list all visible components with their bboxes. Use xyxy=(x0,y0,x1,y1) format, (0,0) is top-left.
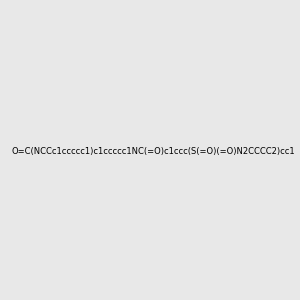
Text: O=C(NCCc1ccccc1)c1ccccc1NC(=O)c1ccc(S(=O)(=O)N2CCCC2)cc1: O=C(NCCc1ccccc1)c1ccccc1NC(=O)c1ccc(S(=O… xyxy=(12,147,296,156)
